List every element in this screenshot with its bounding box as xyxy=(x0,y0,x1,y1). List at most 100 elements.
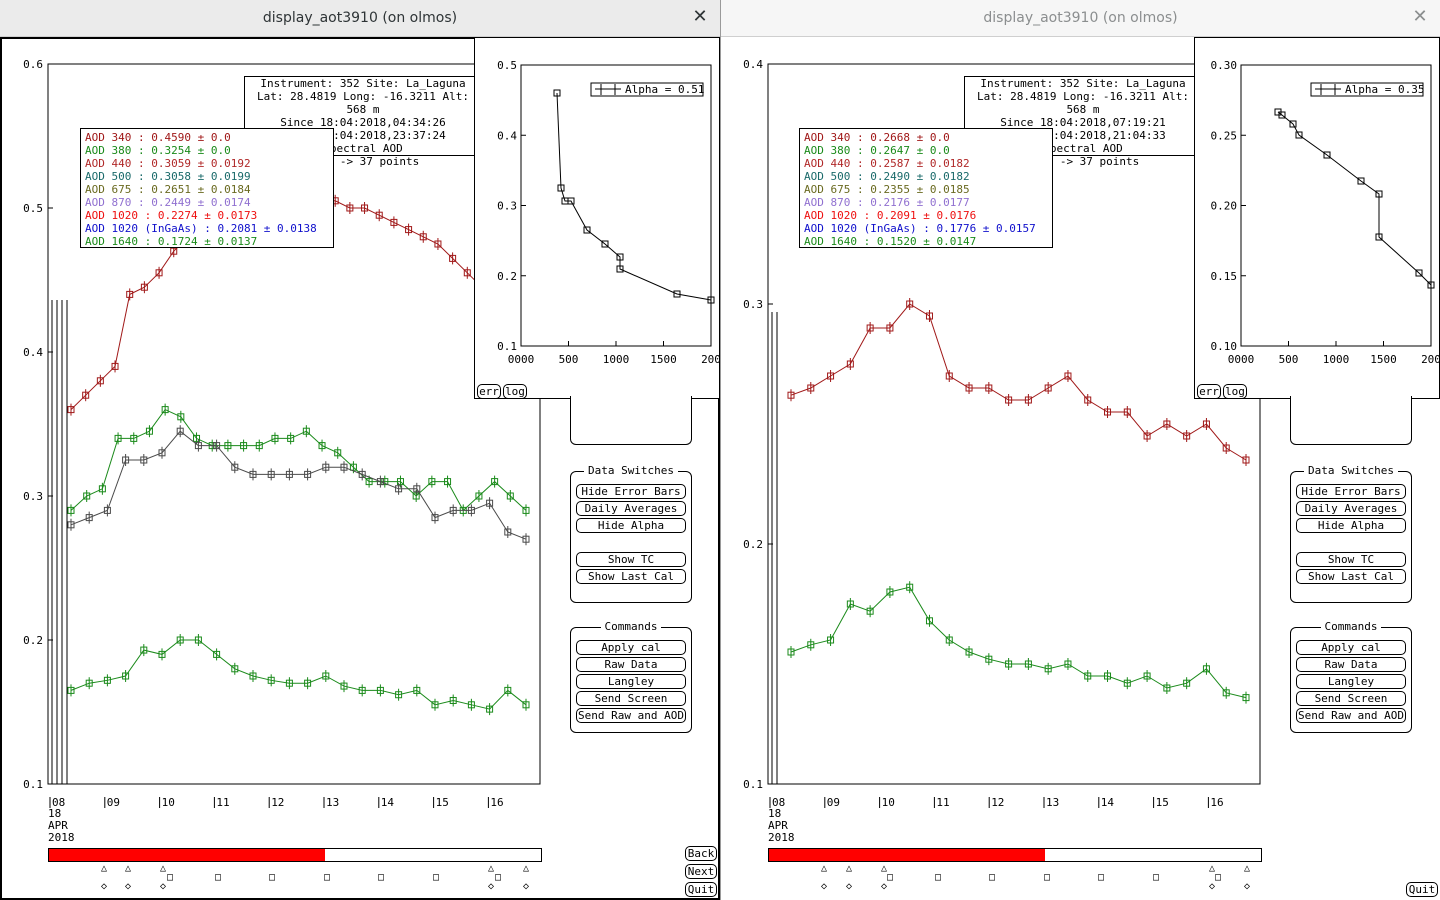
data-marker xyxy=(126,290,134,298)
data-marker xyxy=(412,492,420,500)
inset-frame xyxy=(1240,64,1432,347)
titlebar-right[interactable]: display_aot3910 (on olmos) ✕ xyxy=(721,0,1440,37)
inset-y-label: 0.20 xyxy=(1211,200,1238,213)
inset-marker xyxy=(616,253,624,261)
date-label: 18 APR 2018 xyxy=(768,808,795,844)
send-screen-button[interactable]: Send Screen xyxy=(576,691,686,706)
data-marker xyxy=(428,478,436,486)
window-left: display_aot3910 (on olmos) ✕ 0.6 0.5 0.4 0.… xyxy=(0,0,720,900)
legend-entry: AOD 675 : 0.2355 ± 0.0185 xyxy=(804,183,970,196)
cal-marker: □ xyxy=(378,872,384,883)
log-button[interactable]: log xyxy=(1223,384,1247,399)
langley-button[interactable]: Langley xyxy=(1296,674,1406,689)
cal-marker: □ xyxy=(989,872,995,883)
data-marker xyxy=(213,442,221,450)
y-tick-label: 0.1 xyxy=(743,778,763,791)
window-divider xyxy=(720,0,721,900)
data-marker xyxy=(925,617,933,625)
window-right: display_aot3910 (on olmos) ✕ 0.4 0.3 0.2 0.… xyxy=(721,0,1440,900)
cal-marker: □ xyxy=(1098,872,1104,883)
data-marker xyxy=(431,514,439,522)
data-marker xyxy=(787,648,795,656)
data-marker xyxy=(395,691,403,699)
show-last-cal-button[interactable]: Show Last Cal xyxy=(1296,569,1406,584)
show-last-cal-button[interactable]: Show Last Cal xyxy=(576,569,686,584)
y-tick-label: 0.3 xyxy=(743,298,763,311)
close-icon[interactable]: ✕ xyxy=(692,6,708,27)
send-raw-and-aod-button[interactable]: Send Raw and AOD xyxy=(1296,708,1406,723)
log-button[interactable]: log xyxy=(503,384,527,399)
hide-error-bars-button[interactable]: Hide Error Bars xyxy=(1296,484,1406,499)
titlebar-left[interactable]: display_aot3910 (on olmos) ✕ xyxy=(0,0,720,37)
send-raw-and-aod-button[interactable]: Send Raw and AOD xyxy=(576,708,686,723)
data-marker xyxy=(787,391,795,399)
data-marker xyxy=(1104,672,1112,680)
data-marker xyxy=(67,406,75,414)
apply-cal-button[interactable]: Apply cal xyxy=(1296,640,1406,655)
daily-averages-button[interactable]: Daily Averages xyxy=(576,501,686,516)
raw-data-button[interactable]: Raw Data xyxy=(576,657,686,672)
data-marker xyxy=(98,485,106,493)
data-marker xyxy=(1064,660,1072,668)
close-icon[interactable]: ✕ xyxy=(1412,6,1428,27)
err-button[interactable]: err xyxy=(1197,384,1221,399)
data-marker xyxy=(506,492,514,500)
data-marker xyxy=(155,269,163,277)
data-marker xyxy=(224,442,232,450)
data-marker xyxy=(807,641,815,649)
x-tick-label: 09 xyxy=(107,796,120,809)
data-marker xyxy=(1123,408,1131,416)
data-marker xyxy=(349,463,357,471)
hide-error-bars-button[interactable]: Hide Error Bars xyxy=(576,484,686,499)
aod-timeseries-chart: 0.4 0.3 0.2 0.1 08 09 10 11 12 13 14 15 16 △ ◇ △ ◇ △ ◇ △ ◇ △ ◇… xyxy=(743,58,1261,892)
inset-marker xyxy=(1375,190,1383,198)
legend-entry: AOD 870 : 0.2176 ± 0.0177 xyxy=(804,196,970,209)
data-marker xyxy=(170,247,178,255)
hide-alpha-button[interactable]: Hide Alpha xyxy=(576,518,686,533)
show-tc-button[interactable]: Show TC xyxy=(576,552,686,567)
show-tc-button[interactable]: Show TC xyxy=(1296,552,1406,567)
data-marker xyxy=(340,463,348,471)
data-marker xyxy=(522,701,530,709)
date-label: 18 APR 2018 xyxy=(48,808,75,844)
alpha-fit-curve xyxy=(1277,111,1432,286)
x-tick-label: 11 xyxy=(936,796,949,809)
next-button[interactable]: Next xyxy=(685,864,717,879)
daily-averages-button[interactable]: Daily Averages xyxy=(1296,501,1406,516)
cal-marker: □ xyxy=(433,872,439,883)
apply-cal-button[interactable]: Apply cal xyxy=(576,640,686,655)
info-line: Lat: 28.4819 Long: -16.3211 Alt: 568 m xyxy=(257,90,469,116)
cal-marker: ◇ xyxy=(821,881,827,892)
data-marker xyxy=(1005,660,1013,668)
x-tick-label: 09 xyxy=(827,796,840,809)
data-marker xyxy=(82,391,90,399)
cal-marker: □ xyxy=(269,872,275,883)
langley-button[interactable]: Langley xyxy=(576,674,686,689)
data-marker xyxy=(1183,432,1191,440)
inset-marker xyxy=(583,226,591,234)
data-marker xyxy=(375,211,383,219)
data-marker xyxy=(194,442,202,450)
progress-bar xyxy=(768,848,1262,862)
data-marker xyxy=(444,478,452,486)
data-marker xyxy=(249,672,257,680)
back-button[interactable]: Back xyxy=(685,846,717,861)
err-button[interactable]: err xyxy=(477,384,501,399)
raw-data-button[interactable]: Raw Data xyxy=(1296,657,1406,672)
quit-button[interactable]: Quit xyxy=(685,882,717,897)
inset-y-label: 0.15 xyxy=(1211,270,1238,283)
inset-marker xyxy=(1357,177,1365,185)
cal-marker: ◇ xyxy=(1244,881,1250,892)
commands-title: Commands xyxy=(600,620,662,633)
inset-x-label: 500 xyxy=(1279,353,1299,366)
info-line: Since 18:04:2018,04:34:26 xyxy=(280,116,446,129)
hide-alpha-button[interactable]: Hide Alpha xyxy=(1296,518,1406,533)
send-screen-button[interactable]: Send Screen xyxy=(1296,691,1406,706)
inset-marker xyxy=(1289,120,1297,128)
alpha-legend-box xyxy=(590,82,704,97)
data-marker xyxy=(111,362,119,370)
info-line: L1.0 -> 37 points xyxy=(1026,155,1140,168)
data-marker xyxy=(140,646,148,654)
info-box: Instrument: 352 Site: La_Laguna Lat: 28.… xyxy=(244,76,482,168)
quit-button[interactable]: Quit xyxy=(1406,882,1438,897)
